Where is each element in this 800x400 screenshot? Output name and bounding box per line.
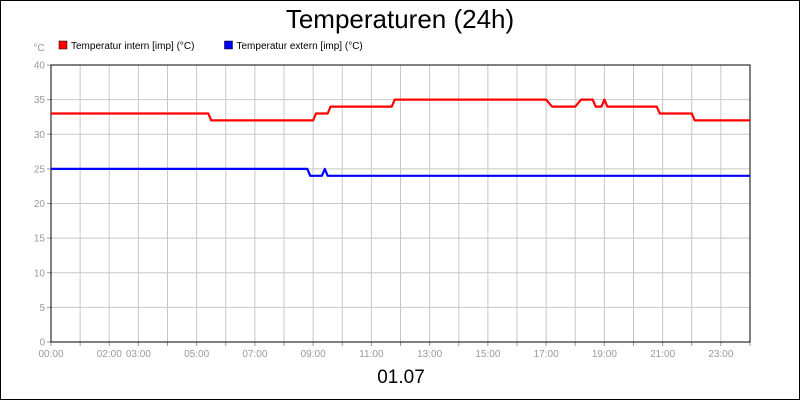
y-tick-label: 25 (34, 164, 46, 175)
x-axis-date-label: 01.07 (377, 367, 425, 388)
x-tick-label: 19:00 (592, 349, 617, 360)
y-tick-label: 35 (34, 95, 46, 106)
chart-title: Temperaturen (24h) (285, 4, 515, 34)
x-tick-label: 17:00 (534, 349, 559, 360)
x-tick-label: 07:00 (242, 349, 267, 360)
x-tick-label: 00:00 (38, 349, 63, 360)
y-tick-label: 30 (34, 130, 46, 141)
series-line-1 (51, 98, 750, 122)
x-tick-label: 05:00 (184, 349, 209, 360)
y-tick-label: 0 (39, 338, 45, 349)
series-line-2 (51, 167, 750, 177)
y-tick-label: 40 (34, 61, 46, 72)
y-tick-label: 20 (34, 199, 46, 210)
x-tick-label: 11:00 (359, 349, 384, 360)
x-tick-label: 03:00 (126, 349, 151, 360)
x-tick-label: 21:00 (650, 349, 675, 360)
y-tick-label: 10 (34, 268, 46, 279)
legend-swatch-2 (224, 40, 233, 50)
legend-label-2: Temperatur extern [imp] (°C) (236, 41, 362, 52)
x-tick-label: 09:00 (301, 349, 326, 360)
x-tick-label: 02:00 (97, 349, 122, 360)
legend-swatch-1 (58, 40, 68, 50)
x-tick-label: 23:00 (708, 349, 733, 360)
legend-label-1: Temperatur intern [imp] (°C) (71, 41, 194, 52)
y-tick-label: 15 (34, 234, 46, 245)
x-tick-label: 13:00 (417, 349, 442, 360)
plot-border (50, 64, 751, 343)
x-tick-label: 15:00 (475, 349, 500, 360)
y-tick-label: 5 (39, 303, 45, 314)
y-axis-unit-label: °C (33, 43, 44, 54)
